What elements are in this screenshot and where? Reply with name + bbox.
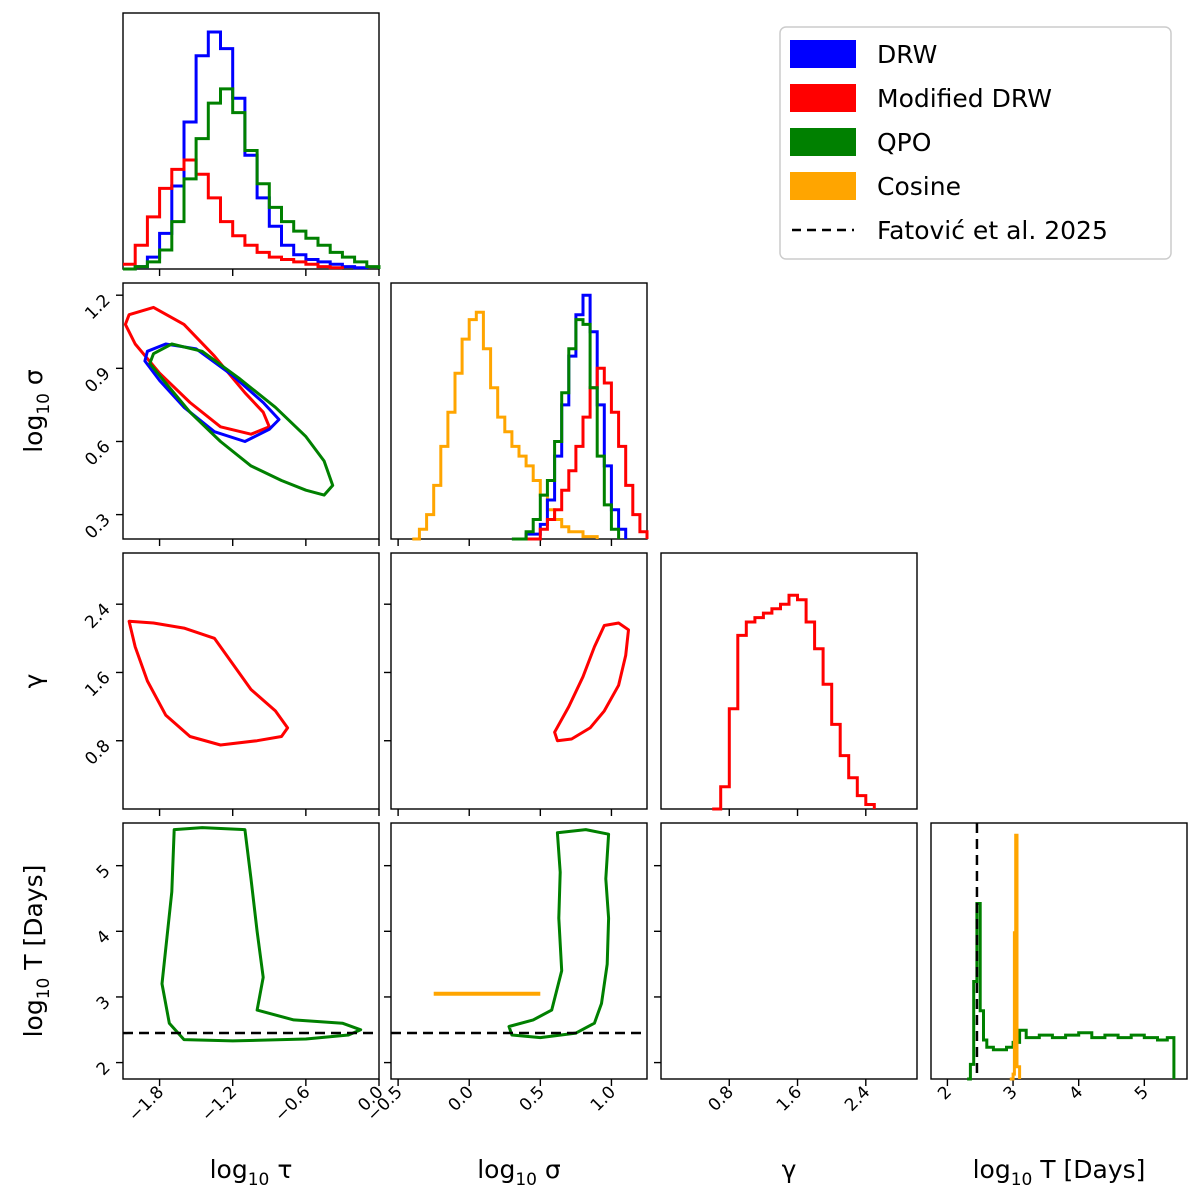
axis-label-symbol: σ	[537, 1155, 561, 1184]
legend-item: Cosine	[790, 172, 961, 201]
axis-label-sub: 10	[515, 1170, 537, 1190]
panel-frame	[660, 552, 918, 810]
panel-tau-tau	[122, 12, 380, 276]
legend-item: DRW	[790, 40, 937, 69]
contour-gamma_vs_sigma-modified-drw	[553, 621, 630, 743]
x-axis-label-gamma: γ	[782, 1155, 797, 1184]
contour-sigma_vs_tau-modified-drw	[123, 305, 271, 436]
legend-item: QPO	[790, 128, 931, 157]
legend-swatch	[790, 84, 856, 112]
axis-label-symbol: σ	[19, 369, 48, 393]
panel-frame	[122, 552, 380, 810]
legend-item: Modified DRW	[790, 84, 1052, 113]
axis-label-sub: 10	[1011, 1170, 1033, 1190]
histogram-tau-drw	[123, 30, 369, 271]
panel-frame	[122, 12, 380, 270]
panel-gamma-tau: 0.81.62.4	[81, 552, 380, 816]
panel-frame	[390, 552, 648, 810]
panel-frame	[122, 282, 380, 540]
legend-label: Fatović et al. 2025	[877, 216, 1108, 245]
axis-label-sub: 10	[34, 978, 54, 1000]
legend-item: Fatović et al. 2025	[792, 216, 1108, 245]
contour-gamma_vs_tau-modified-drw	[127, 619, 290, 747]
legend-box	[779, 26, 1172, 260]
legend-swatch	[790, 128, 856, 156]
axis-label-main: log	[477, 1155, 515, 1184]
axis-label-main: log	[19, 999, 48, 1037]
panel-gamma-gamma	[660, 552, 918, 816]
axis-label-sub: 10	[34, 393, 54, 415]
axis-label-main: log	[210, 1155, 248, 1184]
axis-label-sub: 10	[248, 1170, 270, 1190]
panels: 0.30.60.91.20.81.62.4−1.8 −1.2 −0.6 0.02345…	[19, 12, 1188, 1190]
axis-label-symbol: τ	[269, 1155, 292, 1184]
axis-label-main: log	[19, 415, 48, 453]
histogram-tau-qpo	[123, 87, 381, 271]
histogram-gamma-modified-drw	[712, 593, 876, 811]
y-axis-label-gamma: γ	[19, 673, 48, 688]
histogram-logT-cosine	[1009, 833, 1022, 1081]
histogram-logT-qpo	[967, 902, 1176, 1081]
panel-frame	[390, 282, 648, 540]
axis-label-symbol: T [Days]	[1032, 1155, 1145, 1184]
contour-sigma_vs_tau-qpo	[148, 342, 335, 497]
legend-label: Modified DRW	[877, 84, 1052, 113]
panel-frame	[930, 822, 1188, 1080]
axis-label-symbol: T [Days]	[19, 865, 48, 978]
y-axis-label-logT: log10 T [Days]	[19, 865, 54, 1038]
panel-gamma-sigma	[384, 552, 648, 816]
panel-sigma-sigma	[390, 282, 648, 546]
legend-swatch	[790, 40, 856, 68]
contour-logT_vs_sigma-qpo	[507, 828, 611, 1040]
histogram-sigma-drw	[511, 293, 628, 541]
legend: DRW Modified DRW QPO Cosine Fatović et al. 2…	[779, 26, 1172, 260]
panel-logT-gamma: 0.8 1.6 2.4	[654, 822, 918, 1116]
x-axis-label-sigma: log10 σ	[477, 1155, 561, 1190]
axis-label-main: log	[973, 1155, 1011, 1184]
legend-label: DRW	[877, 40, 937, 69]
panel-frame	[660, 822, 918, 1080]
histogram-tau-modified-drw	[123, 158, 344, 270]
histogram-sigma-qpo	[511, 318, 621, 541]
x-axis-label-logT: log10 T [Days]	[973, 1155, 1146, 1190]
contour-logT_vs_tau-qpo	[160, 826, 363, 1043]
legend-swatch	[790, 172, 856, 200]
y-axis-label-sigma: log10 σ	[19, 369, 54, 453]
legend-label: QPO	[877, 128, 931, 157]
legend-label: Cosine	[877, 172, 961, 201]
x-axis-label-tau: log10 τ	[210, 1155, 293, 1190]
